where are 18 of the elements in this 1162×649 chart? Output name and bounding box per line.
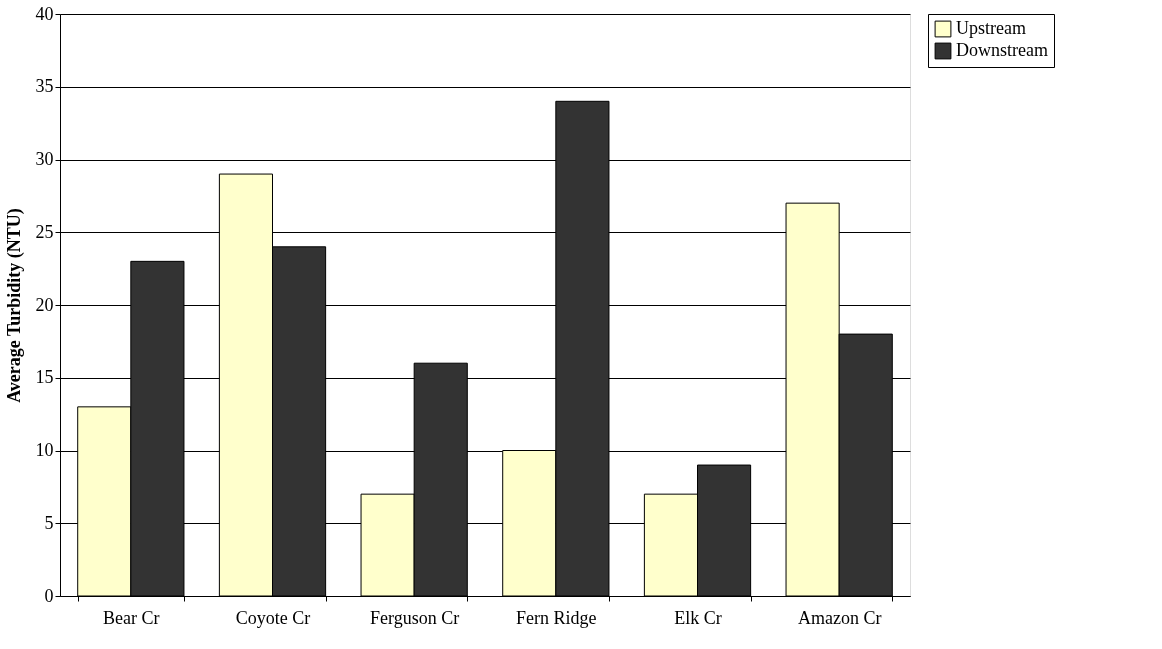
y-tick-label: 15: [35, 367, 54, 388]
y-tick-label: 20: [35, 294, 54, 315]
y-tick-label: 25: [35, 221, 54, 242]
x-tick-label: Bear Cr: [103, 607, 160, 628]
y-tick-label: 10: [35, 440, 54, 460]
x-tick-label: Elk Cr: [674, 607, 722, 628]
y-axis-title: Average Turbidity (NTU): [3, 208, 25, 403]
x-tick-label: Coyote Cr: [235, 607, 311, 628]
legend-label: Downstream: [956, 40, 1048, 60]
legend-label: Upstream: [956, 18, 1026, 38]
x-tick-label: Amazon Cr: [797, 607, 882, 628]
y-tick-label: 0: [44, 585, 54, 606]
y-tick-label: 35: [35, 76, 54, 97]
x-tick-label: Fern Ridge: [516, 607, 597, 628]
y-tick-label: 30: [35, 149, 54, 169]
x-tick-label: Ferguson Cr: [370, 607, 460, 628]
y-tick-label: 40: [35, 3, 54, 24]
y-tick-label: 5: [44, 512, 54, 533]
